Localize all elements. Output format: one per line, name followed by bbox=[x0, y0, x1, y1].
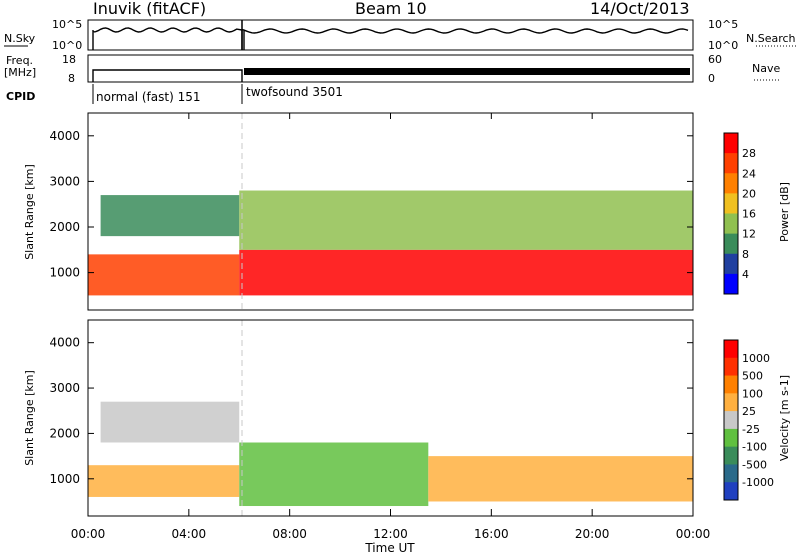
freq-label-1: Freq. bbox=[6, 54, 33, 67]
cpid-label: CPID bbox=[6, 90, 35, 103]
colorbar-segment bbox=[724, 393, 738, 412]
range-tick-label: 2000 bbox=[49, 220, 80, 234]
noise-left-tick-hi: 10^5 bbox=[52, 18, 82, 31]
freq-trace-twofsound bbox=[244, 68, 690, 75]
velocity-panel: 4000 3000 2000 1000 Slant Range [km] 1000 50… bbox=[23, 319, 791, 517]
velocity-echo-bands bbox=[88, 401, 693, 507]
echo-band bbox=[239, 442, 429, 507]
range-tick-label: 3000 bbox=[49, 381, 80, 395]
colorbar-segment bbox=[724, 193, 738, 214]
colorbar-frame bbox=[723, 132, 739, 295]
time-tick-label: 00:00 bbox=[676, 527, 711, 541]
noise-left-tick-lo: 10^0 bbox=[52, 39, 82, 52]
echo-band bbox=[239, 249, 693, 296]
velocity-colorbar-label: Velocity [m s-1] bbox=[778, 375, 791, 461]
nave-tick-hi: 60 bbox=[708, 53, 722, 66]
colorbar-segment bbox=[724, 464, 738, 483]
freq-trace-normal bbox=[92, 69, 243, 82]
colorbar-tick-label: -25 bbox=[742, 423, 760, 436]
date-title: 14/Oct/2013 bbox=[590, 0, 690, 18]
time-tick-label: 04:00 bbox=[172, 527, 207, 541]
colorbar-tick-label: 4 bbox=[742, 268, 749, 281]
colorbar-segment bbox=[724, 253, 738, 275]
echo-band bbox=[88, 465, 240, 497]
noise-trace bbox=[92, 27, 689, 50]
colorbar-tick-label: 24 bbox=[742, 167, 756, 180]
time-tick-label: 12:00 bbox=[373, 527, 408, 541]
colorbar-tick-label: 12 bbox=[742, 228, 756, 241]
velocity-y-ticks: 4000 3000 2000 1000 bbox=[49, 336, 693, 486]
colorbar-segment bbox=[724, 153, 738, 174]
time-axis-ticks: 00:00 04:00 08:00 12:00 16:00 20:00 00:00 bbox=[71, 113, 711, 541]
cpid-row: CPID normal (fast) 151 twofsound 3501 bbox=[6, 84, 343, 104]
echo-band bbox=[428, 456, 693, 502]
colorbar-segment bbox=[724, 213, 738, 235]
colorbar-segment bbox=[724, 482, 738, 501]
colorbar-tick-label: 500 bbox=[742, 370, 763, 383]
colorbar-tick-label: 1000 bbox=[742, 352, 770, 365]
velocity-ylabel: Slant Range [km] bbox=[23, 370, 36, 466]
time-tick-label: 08:00 bbox=[272, 527, 307, 541]
time-tick-label: 00:00 bbox=[71, 527, 106, 541]
range-tick-label: 1000 bbox=[49, 266, 80, 280]
time-axis-label: Time UT bbox=[364, 541, 415, 554]
colorbar-segment bbox=[724, 273, 738, 295]
colorbar-segment bbox=[724, 357, 738, 377]
noise-left-label: N.Sky bbox=[4, 32, 36, 45]
nave-label: Nave bbox=[752, 62, 780, 75]
freq-tick-lo: 8 bbox=[68, 72, 75, 85]
freq-panel-frame bbox=[87, 54, 694, 83]
power-echo-bands bbox=[88, 190, 693, 296]
freq-panel: Freq. [MHz] 18 8 60 0 Nave bbox=[4, 53, 780, 85]
power-colorbar: 28 24 20 16 12 8 4 bbox=[723, 132, 756, 295]
colorbar-segment bbox=[724, 133, 738, 154]
power-ylabel: Slant Range [km] bbox=[23, 164, 36, 260]
colorbar-frame bbox=[723, 339, 739, 501]
freq-label-2: [MHz] bbox=[4, 66, 36, 79]
colorbar-tick-label: -500 bbox=[742, 458, 767, 471]
noise-right-label: N.Search bbox=[746, 32, 796, 45]
velocity-colorbar: 1000 500 100 25 -25 -100 -500 -1000 bbox=[723, 339, 774, 501]
noise-panel: N.Sky 10^5 10^0 10^5 10^0 N.Search bbox=[4, 18, 796, 52]
colorbar-tick-label: 25 bbox=[742, 405, 756, 418]
colorbar-segment bbox=[724, 340, 738, 359]
power-y-ticks: 4000 3000 2000 1000 bbox=[49, 129, 693, 280]
echo-band bbox=[88, 254, 240, 296]
power-panel: 4000 3000 2000 1000 Slant Range [km] 28 24 20… bbox=[23, 112, 791, 311]
noise-right-tick-hi: 10^5 bbox=[708, 18, 738, 31]
colorbar-tick-label: 20 bbox=[742, 187, 756, 200]
cpid-mode-normal: normal (fast) 151 bbox=[96, 90, 200, 104]
time-tick-label: 20:00 bbox=[575, 527, 610, 541]
colorbar-tick-label: -1000 bbox=[742, 476, 774, 489]
range-tick-label: 2000 bbox=[49, 426, 80, 440]
colorbar-tick-label: 100 bbox=[742, 387, 763, 400]
noise-panel-frame bbox=[87, 19, 694, 51]
range-tick-label: 1000 bbox=[49, 472, 80, 486]
freq-tick-hi: 18 bbox=[62, 53, 76, 66]
station-title: Inuvik (fitACF) bbox=[93, 0, 206, 18]
colorbar-segment bbox=[724, 446, 738, 465]
range-tick-label: 4000 bbox=[49, 129, 80, 143]
range-tick-label: 4000 bbox=[49, 336, 80, 350]
colorbar-segment bbox=[724, 411, 738, 430]
range-tick-label: 3000 bbox=[49, 174, 80, 188]
colorbar-segment bbox=[724, 173, 738, 194]
colorbar-segment bbox=[724, 375, 738, 394]
beam-title: Beam 10 bbox=[355, 0, 427, 18]
echo-band bbox=[100, 195, 240, 237]
time-tick-label: 16:00 bbox=[474, 527, 509, 541]
colorbar-tick-label: 16 bbox=[742, 208, 756, 221]
echo-band bbox=[239, 190, 693, 250]
colorbar-tick-label: 8 bbox=[742, 248, 749, 261]
nave-tick-lo: 0 bbox=[708, 72, 715, 85]
colorbar-tick-label: -100 bbox=[742, 441, 767, 454]
echo-band bbox=[100, 401, 240, 443]
noise-right-tick-lo: 10^0 bbox=[708, 39, 738, 52]
colorbar-tick-label: 28 bbox=[742, 147, 756, 160]
colorbar-segment bbox=[724, 233, 738, 255]
power-colorbar-label: Power [dB] bbox=[778, 182, 791, 242]
cpid-mode-twofsound: twofsound 3501 bbox=[246, 85, 343, 99]
colorbar-segment bbox=[724, 428, 738, 448]
